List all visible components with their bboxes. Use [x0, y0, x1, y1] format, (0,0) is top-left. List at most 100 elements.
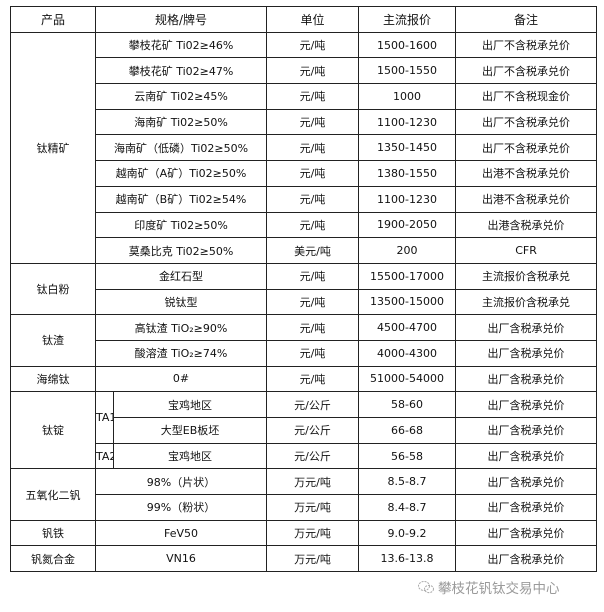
price-cell: 58-60 [358, 391, 457, 418]
unit-cell: 元/吨 [266, 31, 360, 59]
spec-cell: 越南矿（A矿）Ti02≥50% [94, 160, 268, 187]
table-row: 钒铁 FeV50 万元/吨 9.0-9.2 出厂含税承兑价 [10, 519, 598, 547]
note-cell: 主流报价含税承兑 [455, 288, 598, 316]
product-cell: 海绵钛 [10, 365, 96, 393]
unit-cell: 元/吨 [266, 83, 360, 110]
unit-cell: 元/吨 [266, 160, 360, 187]
spec-cell: 攀枝花矿 Ti02≥46% [94, 31, 268, 59]
note-cell: 出港含税承兑价 [455, 211, 598, 239]
note-cell: 出厂不含税承兑价 [455, 134, 598, 162]
price-cell: 1000 [358, 83, 457, 110]
note-cell: 出厂含税承兑价 [455, 314, 598, 341]
header-product: 产品 [10, 6, 96, 33]
spec-cell: 印度矿 Ti02≥50% [94, 211, 268, 239]
unit-cell: 元/吨 [266, 262, 360, 290]
unit-cell: 元/吨 [266, 57, 360, 85]
header-spec: 规格/牌号 [94, 6, 268, 33]
spec-cell: 越南矿（B矿）Ti02≥54% [94, 185, 268, 213]
product-cell: 钛锭 [10, 391, 96, 470]
price-cell: 66-68 [358, 417, 457, 444]
spec-cell: 锐钛型 [94, 288, 268, 316]
price-cell: 4500-4700 [358, 314, 457, 341]
watermark: 攀枝花钒钛交易中心 [418, 577, 560, 597]
unit-cell: 元/吨 [266, 339, 360, 367]
unit-cell: 元/吨 [266, 314, 360, 341]
note-cell: 出厂含税承兑价 [455, 468, 598, 496]
spec-cell: 宝鸡地区 [112, 391, 268, 418]
unit-cell: 元/吨 [266, 134, 360, 162]
price-cell: 1380-1550 [358, 160, 457, 187]
unit-cell: 元/吨 [266, 365, 360, 393]
table-row: 酸溶渣 TiO₂≥74% 元/吨 4000-4300 出厂含税承兑价 [11, 339, 598, 367]
table-row: 钛白粉 金红石型 元/吨 15500-17000 主流报价含税承兑 [10, 262, 598, 316]
table-row: 钛渣 高钛渣 TiO₂≥90% 元/吨 4500-4700 出厂含税承兑价 [10, 314, 598, 367]
spec-cell: 云南矿 Ti02≥45% [94, 83, 268, 110]
wechat-icon [418, 581, 434, 594]
note-cell: 出厂含税承兑价 [455, 365, 598, 393]
unit-cell: 元/吨 [266, 185, 360, 213]
header-unit: 单位 [266, 6, 360, 33]
product-cell: 钛渣 [10, 314, 96, 367]
header-note: 备注 [455, 6, 598, 33]
unit-cell: 元/公斤 [266, 417, 360, 444]
table-row: 越南矿（A矿）Ti02≥50% 元/吨 1380-1550 出港不含税承兑价 [11, 160, 598, 187]
note-cell: 出厂含税承兑价 [455, 442, 598, 470]
price-cell: 9.0-9.2 [358, 519, 457, 547]
table-row: 攀枝花矿 Ti02≥47% 元/吨 1500-1550 出厂不含税承兑价 [11, 57, 598, 85]
price-cell: 8.5-8.7 [358, 468, 457, 496]
note-cell: CFR [455, 237, 598, 264]
spec-cell: 海南矿 Ti02≥50% [94, 108, 268, 136]
spec-cell: FeV50 [94, 519, 268, 547]
unit-cell: 元/公斤 [266, 442, 360, 470]
spec-cell: 金红石型 [94, 262, 268, 290]
table-row: 越南矿（B矿）Ti02≥54% 元/吨 1100-1230 出港不含税承兑价 [11, 185, 598, 213]
spec-cell: 高钛渣 TiO₂≥90% [94, 314, 268, 341]
price-cell: 13.6-13.8 [358, 545, 457, 573]
note-cell: 出厂含税承兑价 [455, 545, 598, 573]
table-row: 海绵钛 0# 元/吨 51000-54000 出厂含税承兑价 [10, 365, 598, 393]
price-cell: 1100-1230 [358, 185, 457, 213]
table-row: 锐钛型 元/吨 13500-15000 主流报价含税承兑 [11, 288, 598, 316]
unit-cell: 元/公斤 [266, 391, 360, 418]
spec-cell: 攀枝花矿 Ti02≥47% [94, 57, 268, 85]
unit-cell: 元/吨 [266, 211, 360, 239]
price-cell: 1900-2050 [358, 211, 457, 239]
table-row: 99%（粉状） 万元/吨 8.4-8.7 出厂含税承兑价 [11, 494, 598, 521]
price-table: 产品 规格/牌号 单位 主流报价 备注 钛精矿 攀枝花矿 Ti02≥46% 元/吨 1… [10, 6, 598, 573]
spec-cell: 海南矿（低磷）Ti02≥50% [94, 134, 268, 162]
header-row: 产品 规格/牌号 单位 主流报价 备注 [10, 6, 598, 33]
grade-cell: TA2 [95, 442, 114, 470]
table-row: 印度矿 Ti02≥50% 元/吨 1900-2050 出港含税承兑价 [11, 211, 598, 239]
note-cell: 出厂不含税承兑价 [455, 57, 598, 85]
note-cell: 出厂不含税现金价 [455, 83, 598, 110]
note-cell: 出厂不含税承兑价 [455, 31, 598, 59]
price-cell: 13500-15000 [358, 288, 457, 316]
table-row: 云南矿 Ti02≥45% 元/吨 1000 出厂不含税现金价 [11, 83, 598, 110]
note-cell: 出厂含税承兑价 [455, 339, 598, 367]
unit-cell: 元/吨 [266, 108, 360, 136]
spec-cell: 0# [94, 365, 268, 393]
spec-cell: 宝鸡地区 [112, 442, 268, 470]
spec-cell: 莫桑比克 Ti02≥50% [94, 237, 268, 264]
table-row: 五氧化二钒 98%（片状） 万元/吨 8.5-8.7 出厂含税承兑价 [10, 468, 598, 521]
table-row: 大型EB板坯 元/公斤 66-68 出厂含税承兑价 [11, 417, 598, 444]
unit-cell: 元/吨 [266, 288, 360, 316]
spec-cell: VN16 [94, 545, 268, 573]
price-cell: 4000-4300 [358, 339, 457, 367]
note-cell: 出厂含税承兑价 [455, 494, 598, 521]
price-cell: 1100-1230 [358, 108, 457, 136]
unit-cell: 万元/吨 [266, 519, 360, 547]
table-row: 海南矿 Ti02≥50% 元/吨 1100-1230 出厂不含税承兑价 [11, 108, 598, 136]
note-cell: 出厂含税承兑价 [455, 391, 598, 418]
note-cell: 出厂含税承兑价 [455, 519, 598, 547]
note-cell: 出港不含税承兑价 [455, 185, 598, 213]
price-cell: 51000-54000 [358, 365, 457, 393]
note-cell: 主流报价含税承兑 [455, 262, 598, 290]
spec-cell: 大型EB板坯 [112, 417, 268, 444]
price-cell: 1350-1450 [358, 134, 457, 162]
product-cell: 钒氮合金 [10, 545, 96, 573]
product-cell: 钛白粉 [10, 262, 96, 316]
price-cell: 15500-17000 [358, 262, 457, 290]
